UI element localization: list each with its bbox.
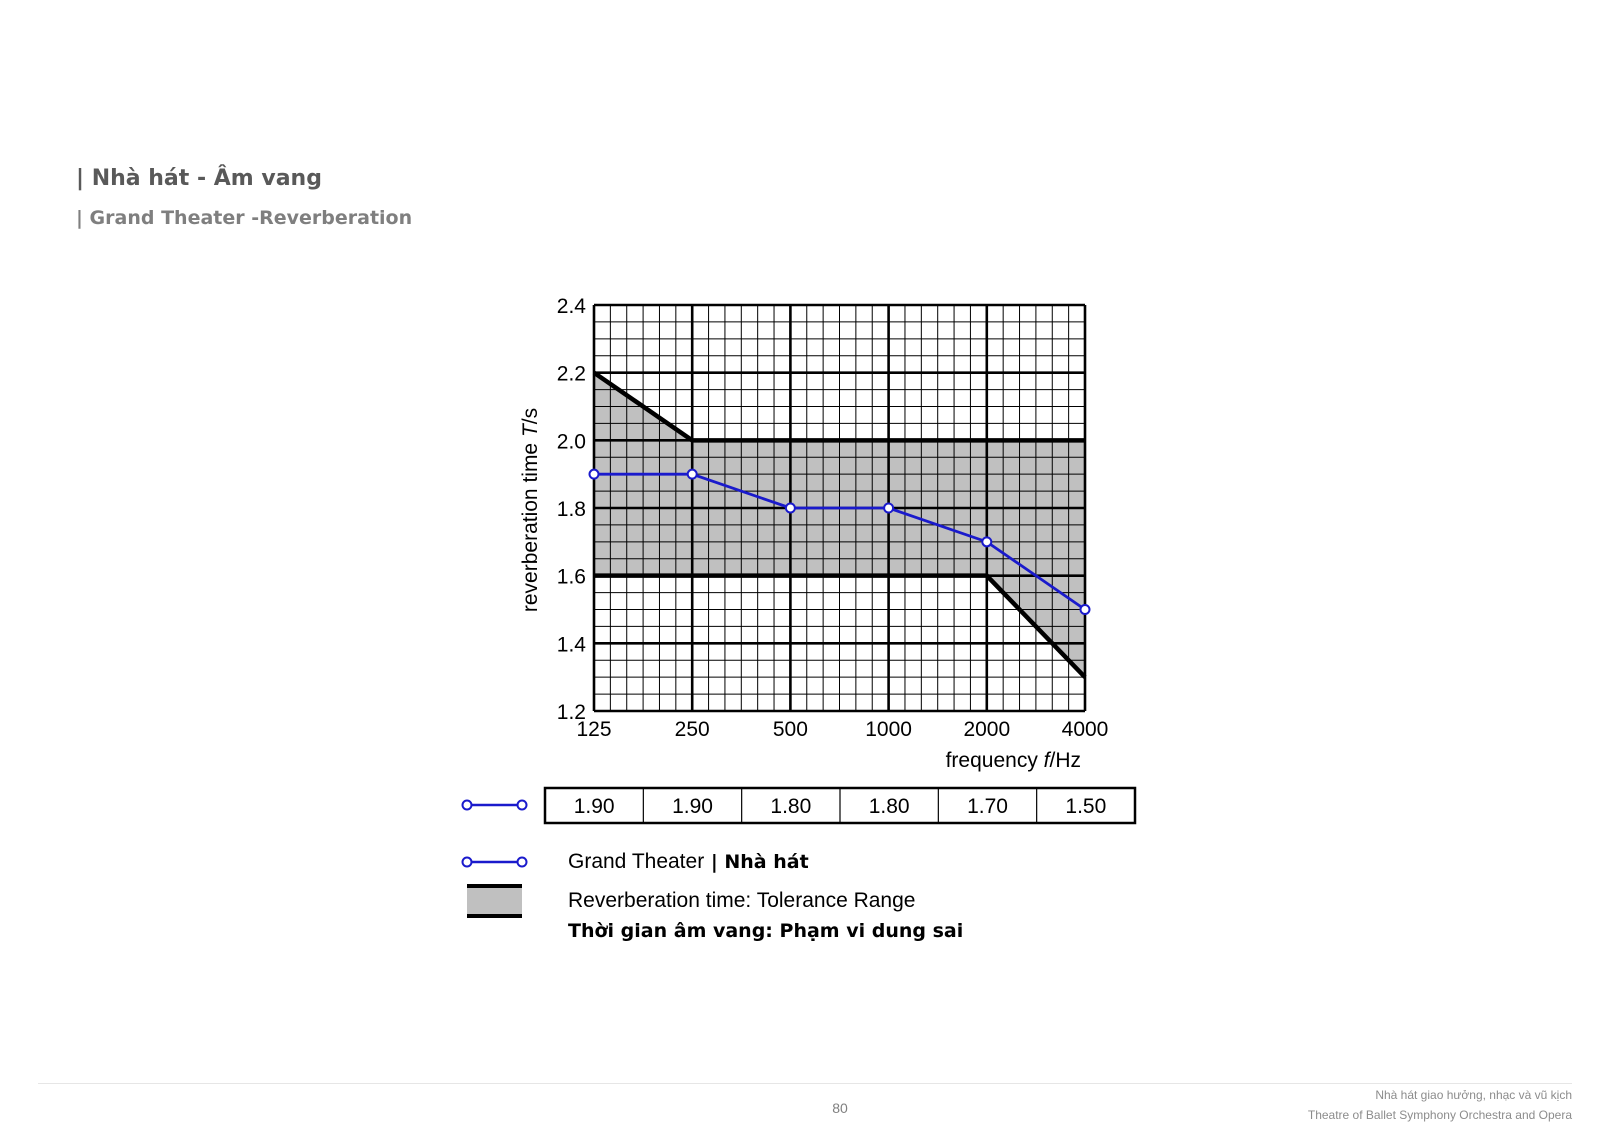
page-subtitle: | Grand Theater -Reverberation — [76, 207, 413, 229]
y-axis-label: reverberation time T/s — [519, 408, 542, 612]
value-table-cell: 1.90 — [574, 795, 615, 818]
tolerance-upper-line — [592, 370, 1085, 443]
y-tick-label: 1.2 — [557, 701, 586, 724]
legend-label-grand-theater: Grand Theater | Nhà hát — [568, 850, 809, 873]
footer-divider — [38, 1083, 1572, 1084]
footer-org-vn: Nhà hát giao hưởng, nhạc và vũ kịch — [1375, 1088, 1572, 1102]
data-point — [588, 468, 600, 480]
marker-point — [461, 799, 473, 811]
data-point — [1079, 604, 1091, 615]
data-point — [784, 502, 796, 514]
data-point — [686, 468, 698, 480]
series-line-grand-theater — [594, 472, 1086, 611]
x-axis-label: frequency f/Hz — [946, 749, 1081, 772]
page-title: | Nhà hát - Âm vang — [76, 166, 322, 191]
x-tick-label: 125 — [576, 718, 611, 741]
page-number: 80 — [832, 1100, 848, 1116]
y-tick-label: 2.2 — [557, 363, 586, 386]
x-tick-label: 1000 — [865, 718, 912, 741]
y-tick-label: 1.8 — [557, 498, 586, 521]
value-table-cell: 1.70 — [967, 795, 1008, 818]
x-tick-label: 250 — [675, 718, 710, 741]
legend-swatch-tolerance — [467, 885, 522, 917]
x-tick-label: 4000 — [1062, 718, 1109, 741]
marker-point — [516, 799, 528, 811]
value-table-series-marker — [461, 799, 528, 811]
value-table-cell: 1.80 — [770, 795, 811, 818]
x-tick-label: 500 — [773, 718, 808, 741]
footer-org-en: Theatre of Ballet Symphony Orchestra and… — [1307, 1108, 1572, 1122]
marker-point — [461, 856, 473, 868]
x-tick-label: 2000 — [963, 718, 1010, 741]
legend-label-tolerance-en: Reverberation time: Tolerance Range — [568, 889, 915, 912]
y-tick-label: 2.0 — [557, 430, 586, 453]
data-point — [981, 536, 993, 548]
data-point — [883, 502, 895, 514]
legend-marker-grand-theater — [461, 856, 528, 868]
value-table-cell: 1.80 — [869, 795, 910, 818]
marker-point — [516, 856, 528, 868]
value-table-cell: 1.90 — [672, 795, 713, 818]
y-tick-label: 1.4 — [557, 633, 587, 656]
y-tick-label: 2.4 — [557, 295, 587, 318]
y-tick-label: 1.6 — [557, 566, 586, 589]
tolerance-lower-line — [594, 573, 1087, 679]
value-table-cell: 1.50 — [1065, 795, 1106, 818]
legend-label-tolerance-vn: Thời gian âm vang: Phạm vi dung sai — [568, 920, 963, 942]
